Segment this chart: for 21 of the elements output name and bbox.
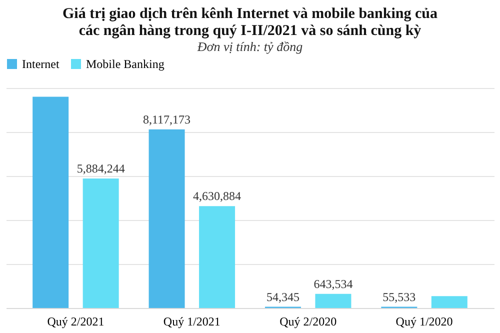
legend-label: Internet [22,57,60,71]
data-label: 4,630,884 [193,189,242,204]
legend-label: Mobile Banking [86,57,164,71]
x-tick-label: Quý 2/2021 [47,314,104,328]
data-label: 5,884,244 [76,162,125,176]
text: các ngân hàng trong quý I-II/2021 và so sánh cùng kỳ [78,23,422,39]
bar [315,294,352,308]
data-label: 54,345 [266,290,300,304]
bar [82,178,119,308]
bar [199,206,236,308]
text: Giá trị giao dịch trên kênh Internet và mobile banking của [62,6,438,22]
x-tick-label: Quý 1/2021 [163,314,220,328]
data-label: 643,534 [314,276,353,291]
x-tick-label: Quý 2/2020 [280,314,337,328]
data-label: 55,533 [382,290,416,304]
bar [32,96,69,308]
chart-subtitle: Đơn vị tính: tỷ đồng [196,39,304,54]
bar [148,129,185,308]
bar [431,296,468,308]
x-tick-label: Quý 1/2020 [396,314,453,328]
data-label: 8,117,173 [143,112,191,126]
